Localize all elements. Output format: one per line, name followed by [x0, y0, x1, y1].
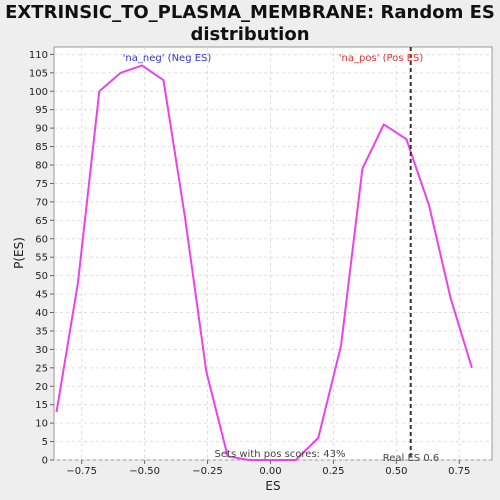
y-tick-label: 30 [35, 345, 48, 356]
chart-title: EXTRINSIC_TO_PLASMA_MEMBRANE: Random ES … [0, 2, 500, 46]
y-tick-label: 100 [29, 87, 48, 98]
y-tick-label: 15 [35, 400, 48, 411]
y-tick-label: 65 [35, 216, 48, 227]
y-tick-label: 20 [35, 382, 48, 393]
y-tick-label: 110 [29, 50, 48, 61]
plot-area [53, 46, 493, 461]
y-tick-label: 50 [35, 271, 48, 282]
y-tick-label: 40 [35, 308, 48, 319]
x-tick-label: −0.75 [66, 466, 97, 477]
y-tick-label: 55 [35, 253, 48, 264]
neg-es-label: 'na_neg' (Neg ES) [123, 53, 212, 64]
y-tick-label: 90 [35, 124, 48, 135]
pos-es-label: 'na_pos' (Pos ES) [339, 53, 424, 64]
y-tick-label: 75 [35, 179, 48, 190]
chart-title-line-1: EXTRINSIC_TO_PLASMA_MEMBRANE: Random ES [5, 2, 495, 23]
tick-layer: 0 5 10 15 20 25 30 35 40 45 50 55 60 65 70 75 80 85 90 95 10… [29, 50, 471, 477]
x-tick-label: 0.75 [448, 466, 470, 477]
x-tick-label: 0.00 [259, 466, 281, 477]
y-tick-label: 70 [35, 197, 48, 208]
y-axis-label: P(ES) [12, 237, 26, 269]
pos-scores-footnote: Sets with pos scores: 43% [215, 449, 346, 460]
x-tick-label: 0.25 [322, 466, 344, 477]
es-distribution-line [55, 64, 473, 461]
chart-title-line-2: distribution [190, 24, 310, 45]
y-tick-label: 105 [29, 68, 48, 79]
real-es-label: Real ES 0.6 [383, 453, 439, 464]
grid-layer [54, 47, 492, 461]
y-tick-label: 85 [35, 142, 48, 153]
x-tick-label: −0.25 [192, 466, 223, 477]
y-tick-label: 60 [35, 234, 48, 245]
x-axis-label: ES [265, 479, 280, 493]
x-tick-label: 0.50 [385, 466, 407, 477]
x-tick-label: −0.50 [129, 466, 160, 477]
y-tick-label: 10 [35, 419, 48, 430]
y-tick-label: 80 [35, 161, 48, 172]
y-tick-label: 35 [35, 326, 48, 337]
y-tick-label: 0 [42, 456, 48, 467]
y-tick-label: 25 [35, 363, 48, 374]
y-tick-label: 5 [42, 437, 48, 448]
y-tick-label: 45 [35, 290, 48, 301]
y-tick-label: 95 [35, 105, 48, 116]
